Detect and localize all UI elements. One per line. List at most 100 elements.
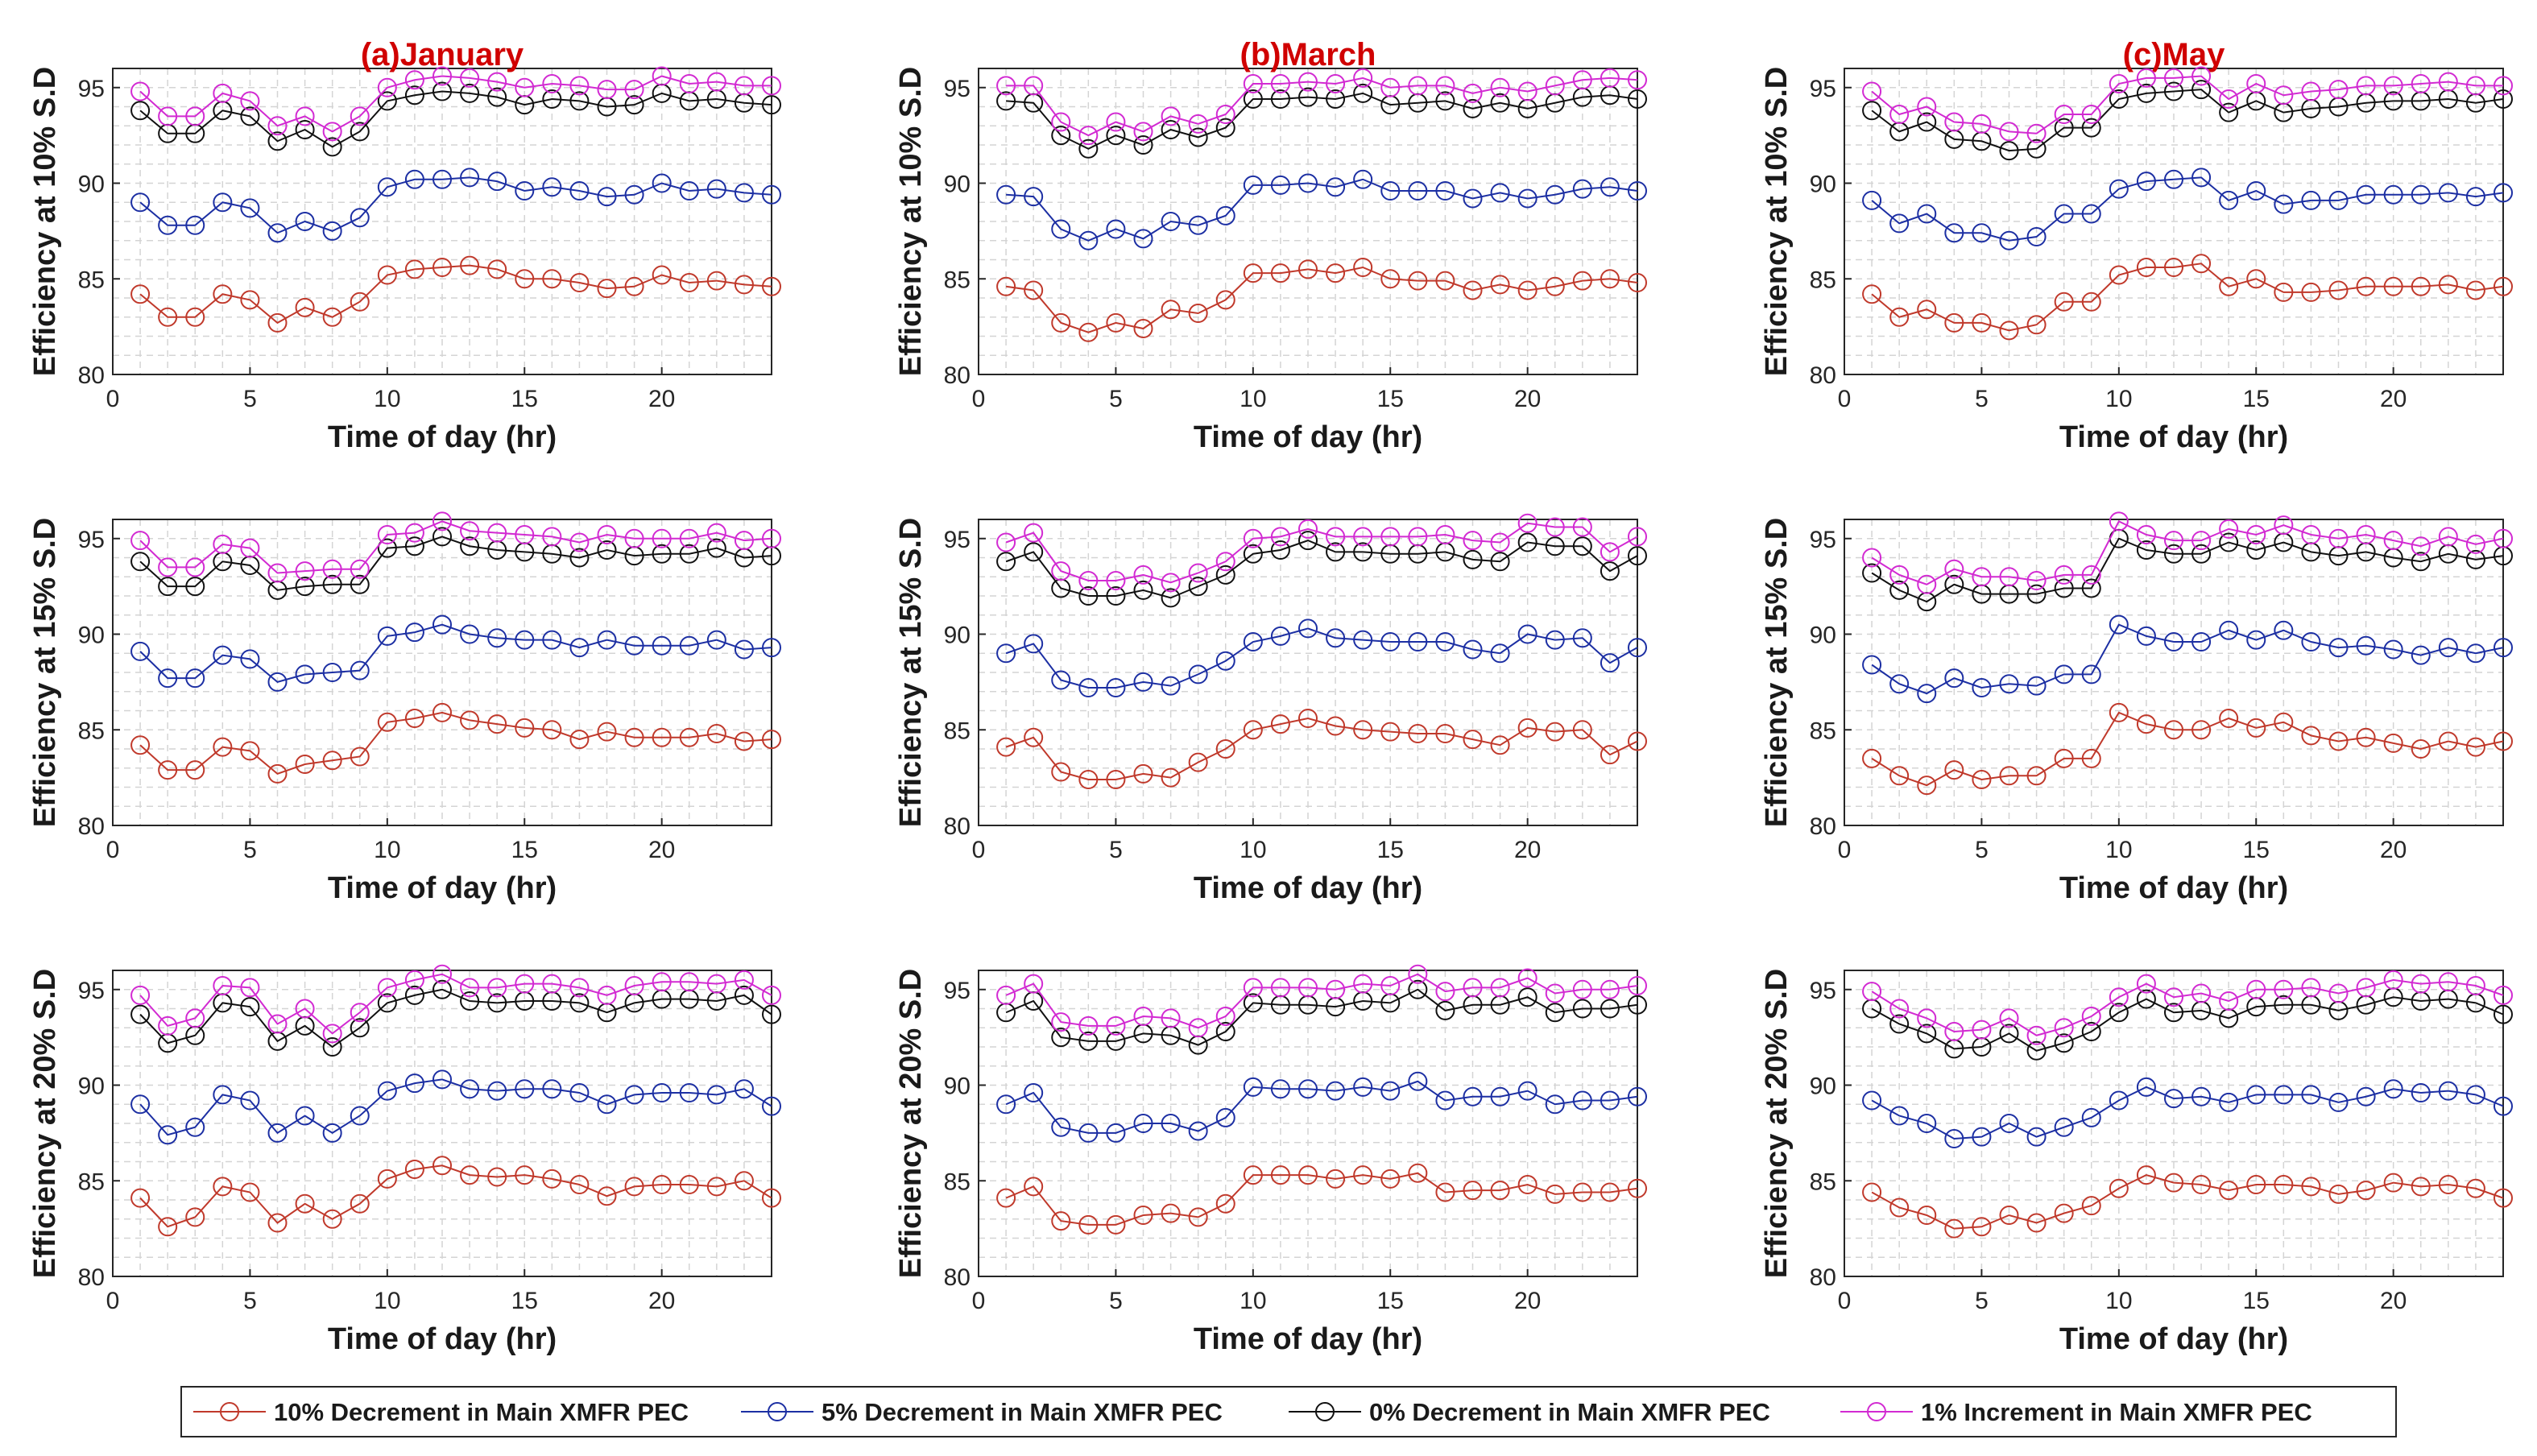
data-point [1944, 760, 1964, 780]
x-tick-label: 5 [1109, 1288, 1123, 1314]
data-point [2411, 552, 2431, 572]
data-point [2191, 983, 2212, 1003]
series-line [1871, 89, 2504, 152]
data-point [1326, 628, 1346, 648]
data-point [762, 1096, 781, 1116]
data-point [996, 276, 1016, 296]
data-point [460, 255, 480, 275]
series-line [1006, 77, 1638, 137]
data-point [1435, 632, 1455, 651]
data-point [762, 985, 781, 1005]
data-point [2438, 275, 2458, 295]
data-point [1435, 982, 1455, 1002]
data-point [1972, 770, 1992, 789]
data-point [185, 215, 205, 235]
data-point [2136, 68, 2156, 88]
series-line [1005, 717, 1638, 780]
data-point [1517, 513, 1538, 533]
data-point [1188, 114, 1208, 134]
x-tick-label: 10 [1240, 1288, 1266, 1314]
data-point [460, 68, 480, 88]
data-point [404, 1073, 424, 1094]
data-point [1243, 89, 1263, 109]
y-tick-label: 90 [78, 172, 105, 198]
series-2 [1862, 168, 2513, 250]
series-line [1871, 711, 2504, 787]
data-point [2465, 280, 2485, 300]
data-point [624, 976, 644, 995]
data-point [1572, 720, 1592, 740]
data-point [2026, 139, 2047, 159]
data-point [1106, 112, 1126, 132]
data-point [2136, 989, 2156, 1009]
y-tick-label: 95 [1810, 76, 1836, 102]
data-point [734, 970, 754, 990]
x-tick-label: 0 [106, 837, 120, 863]
data-point [350, 1106, 370, 1126]
y-tick-label: 80 [78, 813, 105, 840]
data-point [130, 641, 151, 661]
legend-marker [220, 1402, 239, 1421]
data-point [1944, 1129, 1964, 1148]
data-point [1517, 188, 1538, 209]
data-point [1215, 290, 1235, 310]
data-point [2301, 190, 2321, 210]
data-point [240, 91, 260, 111]
data-point [1917, 97, 1937, 117]
data-point [2411, 74, 2431, 93]
y-tick-label: 90 [944, 623, 971, 649]
y-tick-label: 95 [944, 978, 971, 1004]
data-point [2411, 1083, 2431, 1102]
data-point [2301, 632, 2321, 651]
data-point [267, 763, 288, 784]
x-tick-label: 20 [648, 837, 675, 863]
data-point [1078, 770, 1099, 789]
data-point [2438, 638, 2458, 658]
data-point [1270, 1165, 1290, 1185]
data-point [2438, 731, 2458, 751]
data-point [1944, 223, 1964, 243]
data-point [1106, 1123, 1126, 1143]
data-point [652, 528, 672, 548]
data-point [1999, 321, 2019, 341]
data-point [213, 976, 233, 995]
data-point [2081, 1196, 2101, 1216]
data-point [1078, 230, 1099, 250]
data-point [1545, 76, 1565, 96]
y-axis-label: Efficiency at 15% S.D [28, 518, 62, 827]
data-point [1408, 964, 1428, 984]
data-point [1078, 139, 1099, 159]
y-tick-label: 80 [78, 1264, 105, 1291]
panel-1-2: 0 5 10 15 20 80 85 90 95 Time of day (hr) Efficien… [894, 37, 1647, 454]
x-tick-label: 0 [106, 1288, 120, 1314]
data-point [2191, 544, 2212, 564]
x-tick-label: 15 [511, 1288, 538, 1314]
x-axis-label: Time of day (hr) [328, 420, 557, 454]
data-point [706, 724, 726, 743]
data-point [487, 172, 507, 192]
data-point [240, 538, 260, 558]
data-point [652, 544, 672, 564]
panel-3-3: 0 5 10 15 20 80 85 90 95 Time of day (hr) Efficien… [1760, 969, 2513, 1356]
y-tick-label: 85 [944, 267, 971, 293]
data-point [2109, 1003, 2129, 1023]
data-point [1463, 978, 1483, 998]
data-point [1917, 684, 1937, 704]
data-point [1024, 280, 1044, 300]
panel-2-2: 0 5 10 15 20 80 85 90 95 Time of day (hr) Efficien… [894, 513, 1647, 905]
series-4 [130, 66, 781, 142]
data-point [1545, 1003, 1565, 1023]
data-point [1628, 1178, 1647, 1198]
data-point [1490, 532, 1510, 552]
data-point [2383, 184, 2403, 205]
data-point [2356, 525, 2376, 544]
y-tick-label: 90 [1810, 172, 1836, 198]
data-point [1298, 259, 1318, 279]
data-point [1917, 776, 1937, 796]
data-point [2136, 1077, 2156, 1097]
data-point [1628, 527, 1647, 547]
data-point [2219, 709, 2239, 728]
series-line [139, 264, 772, 325]
data-point [1572, 1090, 1592, 1111]
y-axis-label: Efficiency at 15% S.D [1760, 518, 1794, 827]
